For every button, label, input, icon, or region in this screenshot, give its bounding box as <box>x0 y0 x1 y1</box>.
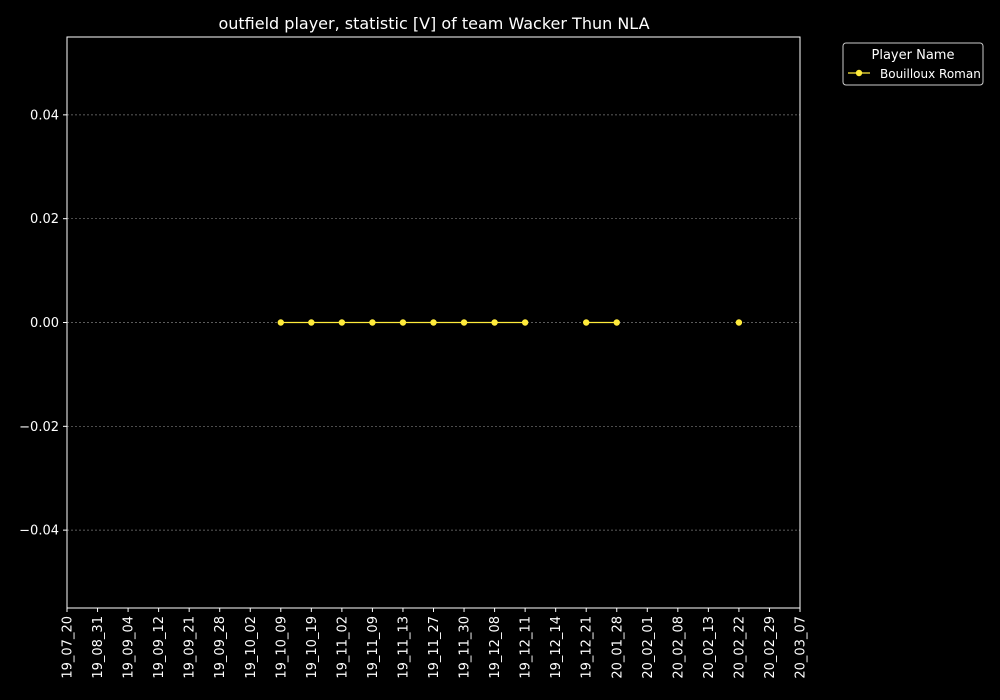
x-tick-label: 19_11_13 <box>396 616 411 679</box>
x-tick-label: 19_10_09 <box>274 616 289 679</box>
x-tick-label: 19_12_14 <box>549 616 564 679</box>
data-point <box>735 319 743 326</box>
x-tick-label: 19_12_11 <box>519 616 534 679</box>
data-point <box>308 319 315 326</box>
data-point <box>369 319 376 326</box>
legend-label: Bouilloux Roman <box>880 67 981 81</box>
y-axis: 0.04 0.02 0.00 −0.02 −0.04 <box>19 108 67 539</box>
x-tick-label: 20_02_08 <box>671 616 686 679</box>
x-tick-label: 19_10_19 <box>305 616 320 679</box>
data-point <box>460 319 468 326</box>
series-layer <box>277 319 743 326</box>
x-tick-label: 19_12_21 <box>580 616 595 679</box>
x-tick-label: 19_10_02 <box>244 616 259 679</box>
x-tick-label: 20_02_01 <box>641 616 656 679</box>
x-tick-label: 19_09_12 <box>152 616 167 679</box>
data-point <box>613 319 620 326</box>
x-tick-label: 20_02_22 <box>732 616 747 679</box>
x-axis: 19_07_20 19_08_31 19_09_04 19_09_12 19_09_21… <box>61 608 809 679</box>
x-tick-label: 19_12_08 <box>488 616 503 679</box>
x-tick-label: 19_11_09 <box>366 616 381 679</box>
x-tick-label: 19_11_02 <box>335 616 350 679</box>
y-tick-label: 0.00 <box>30 316 59 331</box>
data-point <box>430 319 437 326</box>
x-tick-label: 19_11_27 <box>427 616 442 679</box>
data-point <box>277 319 284 326</box>
data-point <box>399 319 407 326</box>
data-point <box>521 319 529 326</box>
x-tick-label: 19_08_31 <box>91 616 106 679</box>
y-tick-label: 0.04 <box>30 108 59 123</box>
y-tick-label: 0.02 <box>30 212 59 227</box>
x-tick-label: 19_09_28 <box>213 616 228 679</box>
chart-title: outfield player, statistic [V] of team W… <box>218 14 649 33</box>
legend-box <box>842 42 984 86</box>
x-tick-label: 20_03_07 <box>794 616 809 679</box>
legend-marker-swatch <box>855 69 863 77</box>
data-point <box>583 319 590 326</box>
data-point <box>338 319 346 326</box>
x-tick-label: 20_02_29 <box>763 616 778 679</box>
legend-title: Player Name <box>872 48 955 63</box>
data-point <box>491 319 498 326</box>
x-tick-label: 19_07_20 <box>61 616 76 679</box>
x-tick-label: 19_09_04 <box>122 616 137 679</box>
legend: Player Name Bouilloux Roman <box>842 42 984 86</box>
x-tick-label: 20_02_13 <box>702 616 717 679</box>
x-tick-label: 19_11_30 <box>458 616 473 679</box>
x-tick-label: 19_09_21 <box>183 616 198 679</box>
y-tick-label: −0.04 <box>19 524 59 539</box>
x-tick-label: 20_01_28 <box>610 616 625 679</box>
y-tick-label: −0.02 <box>19 420 59 435</box>
